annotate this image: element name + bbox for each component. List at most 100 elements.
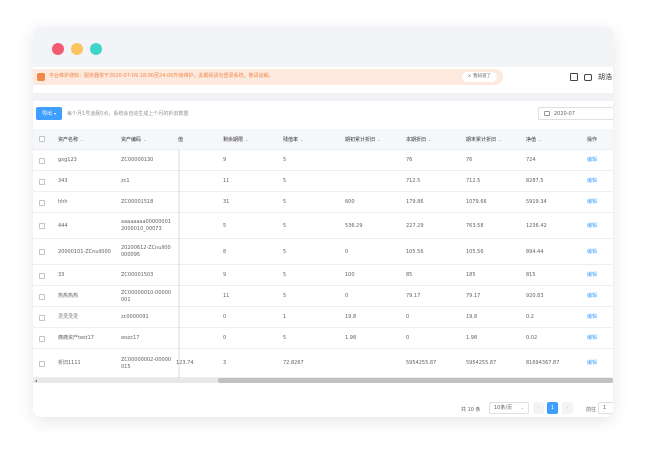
column-header-hidden-fragment: 值 — [178, 137, 184, 143]
window-minimize-dot[interactable] — [71, 43, 83, 55]
cell-name: 33 — [58, 272, 65, 278]
megaphone-icon — [37, 73, 45, 81]
cell-residual: 5 — [283, 293, 287, 299]
cell-name: 444 — [58, 223, 68, 229]
row-checkbox[interactable] — [39, 294, 45, 300]
cell-current: 85 — [406, 272, 413, 278]
cell-opening: 536.29 — [345, 223, 363, 229]
cell-net: 815 — [526, 272, 536, 278]
cell-remain: 0 — [223, 314, 227, 320]
message-icon[interactable] — [584, 73, 592, 81]
cell-current: 79.17 — [406, 293, 421, 299]
cell-residual: 5 — [283, 157, 287, 163]
user-name[interactable]: 胡浩 — [598, 73, 612, 81]
divider-band — [33, 93, 613, 101]
edit-link[interactable]: 编辑 — [587, 272, 598, 278]
cell-residual: 5 — [283, 335, 287, 341]
cell-name: 热热热热 — [58, 293, 79, 299]
table-row: gxg123 ZC00000130 9 5 76 76 724 编辑 — [33, 150, 613, 171]
cell-closing: 105.56 — [466, 249, 484, 255]
next-page-button[interactable]: › — [562, 402, 573, 414]
cell-residual: 5 — [283, 223, 287, 229]
column-header-residual[interactable]: 残值率 ⌄ — [283, 137, 304, 143]
edit-link[interactable]: 编辑 — [587, 335, 598, 341]
cell-code: ZC00000002-00000015 — [121, 357, 172, 370]
maintenance-notice: 平台维护通知：服务器将于2020-07-09 18:00至24:00升级维护，此… — [33, 69, 503, 85]
dismiss-notice-button[interactable]: × 我知道了 — [461, 72, 497, 82]
edit-link[interactable]: 编辑 — [587, 293, 598, 299]
column-header-net[interactable]: 净值 ⌄ — [526, 137, 542, 143]
edit-link[interactable]: 编辑 — [587, 249, 598, 255]
month-picker-value: 2020-07 — [554, 110, 575, 117]
month-picker[interactable]: 2020-07 — [538, 107, 613, 120]
row-checkbox[interactable] — [39, 158, 45, 164]
row-checkbox[interactable] — [39, 249, 45, 255]
cell-code: aaaaaaaa000000012000010_00073 — [121, 219, 171, 232]
cell-name: 灵灵灵灵 — [58, 314, 79, 320]
edit-link[interactable]: 编辑 — [587, 199, 598, 205]
cell-code: wszc17 — [121, 335, 140, 341]
column-header-remain[interactable]: 剩余期限 ⌄ — [223, 137, 249, 143]
column-header-code[interactable]: 资产编码 ⌄ — [121, 137, 147, 143]
cell-name: 20000101-ZCnull000 — [58, 249, 111, 255]
notice-text: 平台维护通知：服务器将于2020-07-09 18:00至24:00升级维护，此… — [49, 73, 274, 79]
cell-remain: 8 — [223, 249, 227, 255]
horizontal-scrollbar[interactable]: ◂ — [33, 378, 613, 383]
row-checkbox[interactable] — [39, 200, 45, 206]
column-header-current[interactable]: 本期折旧 ⌄ — [406, 137, 432, 143]
page-content: 平台维护通知：服务器将于2020-07-09 18:00至24:00升级维护，此… — [33, 67, 613, 417]
cell-residual: 5 — [283, 199, 287, 205]
cell-current: 712.5 — [406, 178, 421, 184]
page-number-1[interactable]: 1 — [547, 402, 558, 414]
column-header-closing[interactable]: 期末累计折旧 ⌄ — [466, 137, 502, 143]
cell-closing: 763.58 — [466, 223, 484, 229]
cell-opening: 600 — [345, 199, 355, 205]
edit-link[interactable]: 编辑 — [587, 157, 598, 163]
cell-residual: 5 — [283, 249, 287, 255]
export-button[interactable]: 导出 ▾ — [36, 107, 62, 120]
cell-opening: 0 — [345, 249, 349, 255]
column-header-opening[interactable]: 期初累计折旧 ⌄ — [345, 137, 381, 143]
table-row: 灵灵灵灵 zc0000091 0 1 19.8 0 19.8 0.2 编辑 — [33, 307, 613, 328]
cell-code: ZC00000130 — [121, 157, 154, 163]
cell-name: 折旧1111 — [58, 360, 81, 366]
table-row: 热热热热 ZC00000010-00000001 11 5 0 79.17 79.17 920… — [33, 286, 613, 307]
row-checkbox[interactable] — [39, 273, 45, 279]
cell-net: 8287.5 — [526, 178, 544, 184]
cell-remain: 3 — [223, 360, 227, 366]
page-size-select[interactable]: 10条/页 ⌄ — [489, 402, 529, 414]
cell-net: 5919.34 — [526, 199, 547, 205]
cell-closing: 185 — [466, 272, 476, 278]
goto-page-input[interactable]: 1 — [598, 402, 613, 414]
select-all-checkbox[interactable] — [39, 136, 45, 142]
edit-link[interactable]: 编辑 — [587, 223, 598, 229]
cell-closing: 79.17 — [466, 293, 481, 299]
prev-page-button[interactable]: ‹ — [533, 402, 544, 414]
cell-closing: 5954255.87 — [466, 360, 497, 366]
cell-closing: 712.5 — [466, 178, 481, 184]
row-checkbox[interactable] — [39, 336, 45, 342]
row-checkbox[interactable] — [39, 223, 45, 229]
document-icon[interactable] — [570, 73, 578, 81]
column-header-name[interactable]: 资产名称 ⌄ — [58, 137, 84, 143]
cell-residual: 1 — [283, 314, 287, 320]
table-row: 20000101-ZCnull000 20200612-ZCnull0000009… — [33, 239, 613, 265]
scrollbar-thumb[interactable] — [218, 378, 613, 383]
scroll-left-icon[interactable]: ◂ — [35, 378, 38, 383]
page-size-value: 10条/页 — [494, 405, 513, 411]
edit-link[interactable]: 编辑 — [587, 314, 598, 320]
calendar-icon — [544, 111, 550, 116]
row-checkbox[interactable] — [39, 361, 45, 367]
cell-remain: 11 — [223, 293, 230, 299]
cell-opening: 19.8 — [345, 314, 357, 320]
edit-link[interactable]: 编辑 — [587, 360, 598, 366]
edit-link[interactable]: 编辑 — [587, 178, 598, 184]
window-maximize-dot[interactable] — [90, 43, 102, 55]
row-checkbox[interactable] — [39, 315, 45, 321]
table-row: 33 ZC00001503 9 5 100 85 185 815 编辑 — [33, 265, 613, 286]
row-checkbox[interactable] — [39, 179, 45, 185]
cell-remain: 0 — [223, 335, 227, 341]
cell-residual: 72.8267 — [283, 360, 304, 366]
window-close-dot[interactable] — [52, 43, 64, 55]
chevron-down-icon: ⌄ — [520, 405, 524, 410]
